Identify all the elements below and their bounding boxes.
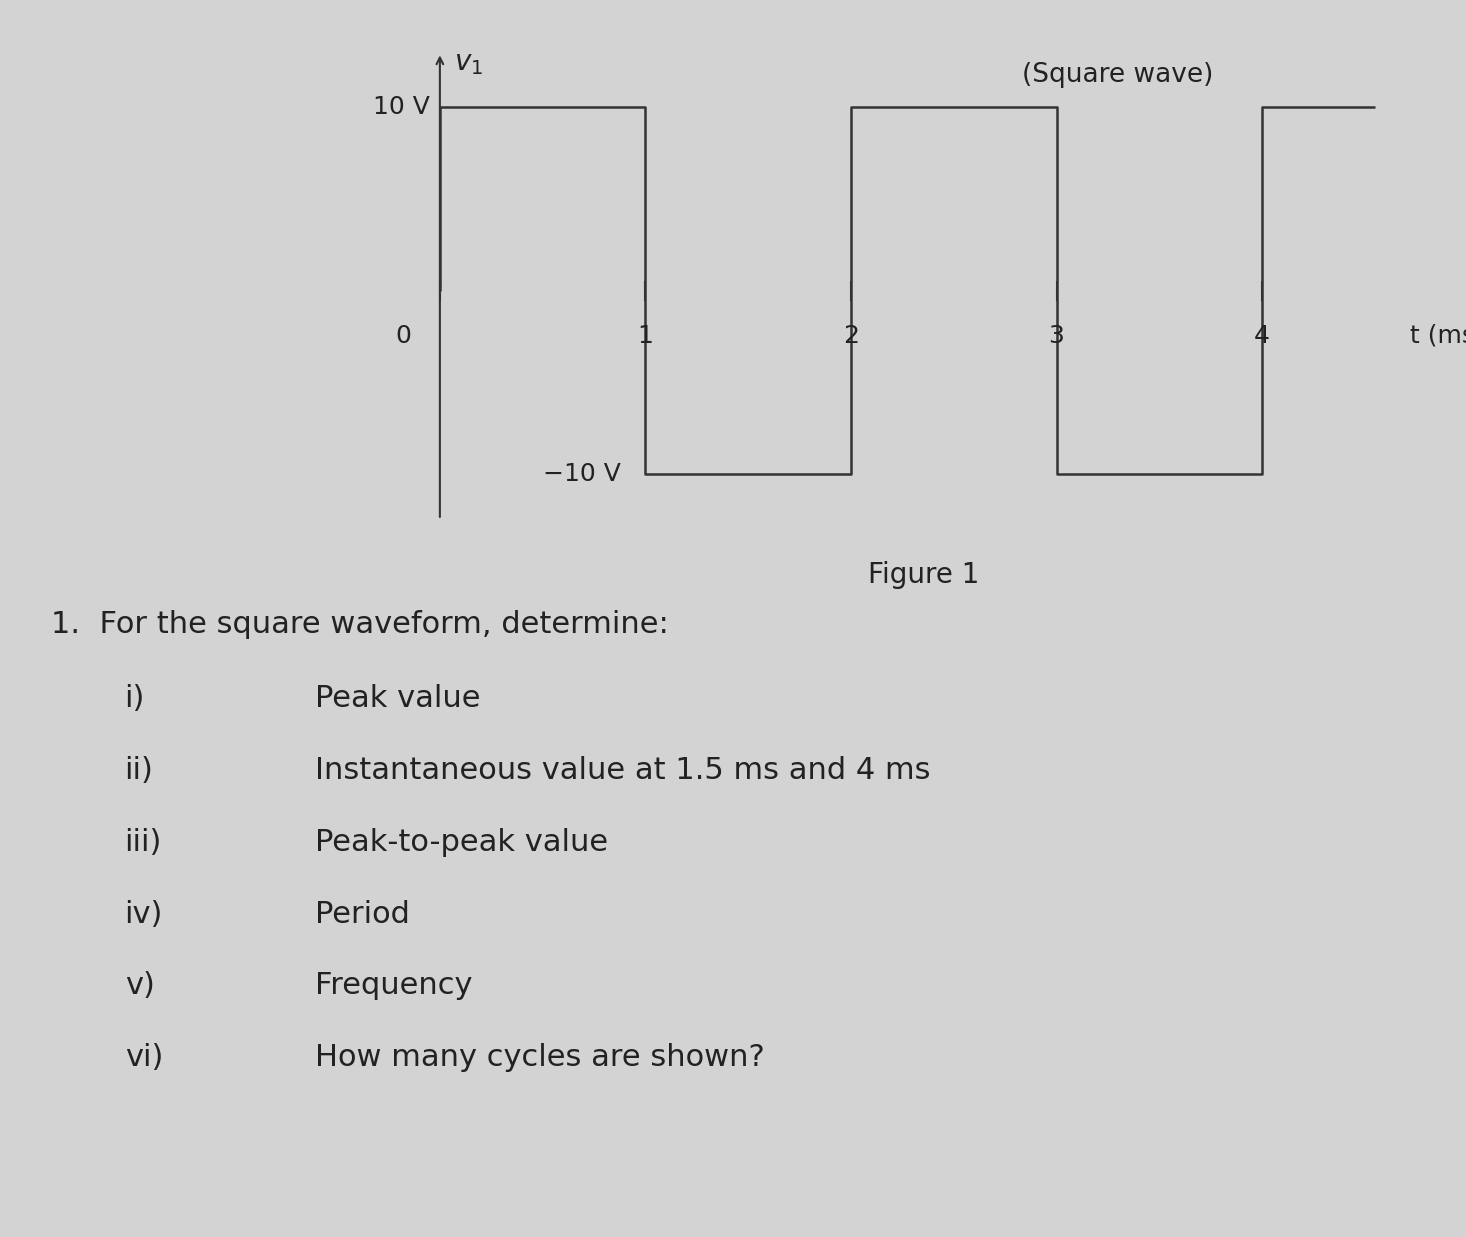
Text: i): i) bbox=[125, 684, 145, 714]
Text: 1.  For the square waveform, determine:: 1. For the square waveform, determine: bbox=[51, 610, 668, 640]
Text: Peak-to-peak value: Peak-to-peak value bbox=[315, 828, 608, 857]
Text: ii): ii) bbox=[125, 756, 154, 785]
Text: Frequency: Frequency bbox=[315, 971, 472, 1001]
Text: Figure 1: Figure 1 bbox=[868, 562, 979, 589]
Text: t (ms): t (ms) bbox=[1410, 324, 1466, 348]
Text: 3: 3 bbox=[1048, 324, 1064, 348]
Text: $v_1$: $v_1$ bbox=[454, 48, 484, 77]
Text: 10 V: 10 V bbox=[372, 95, 430, 120]
Text: −10 V: −10 V bbox=[542, 461, 620, 486]
Text: Peak value: Peak value bbox=[315, 684, 481, 714]
Text: 0: 0 bbox=[394, 324, 410, 348]
Text: How many cycles are shown?: How many cycles are shown? bbox=[315, 1043, 765, 1072]
Text: v): v) bbox=[125, 971, 154, 1001]
Text: 1: 1 bbox=[638, 324, 654, 348]
Text: Instantaneous value at 1.5 ms and 4 ms: Instantaneous value at 1.5 ms and 4 ms bbox=[315, 756, 931, 785]
Text: Period: Period bbox=[315, 899, 410, 929]
Text: iii): iii) bbox=[125, 828, 161, 857]
Text: 2: 2 bbox=[843, 324, 859, 348]
Text: iv): iv) bbox=[125, 899, 163, 929]
Text: 4: 4 bbox=[1253, 324, 1270, 348]
Text: (Square wave): (Square wave) bbox=[1022, 62, 1214, 88]
Text: vi): vi) bbox=[125, 1043, 163, 1072]
